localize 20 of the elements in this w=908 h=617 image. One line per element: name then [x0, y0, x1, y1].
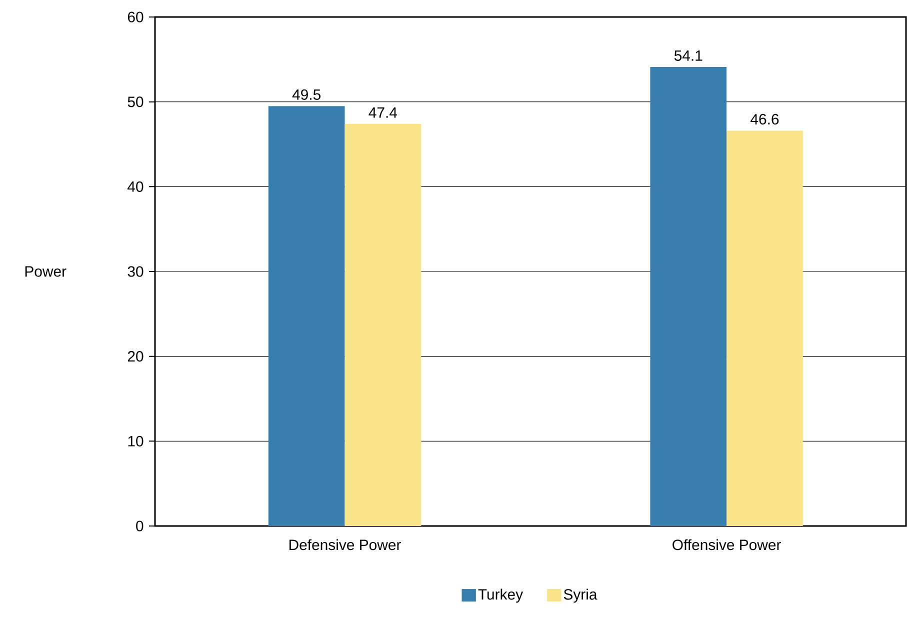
x-tick-label: Offensive Power [672, 539, 781, 550]
data-label: 54.1 [674, 50, 702, 61]
y-tick-label: 60 [128, 12, 144, 22]
data-label: 46.6 [750, 114, 779, 124]
y-tick-label: 50 [128, 96, 144, 108]
y-tick-label: 30 [128, 266, 144, 277]
y-tick-label: 10 [128, 436, 144, 446]
data-label: 49.5 [292, 89, 320, 100]
data-label: 47.4 [368, 107, 398, 118]
bar [650, 67, 727, 526]
bar [344, 124, 422, 526]
legend-label: Syria [564, 588, 598, 603]
bar [268, 106, 345, 526]
bar [726, 130, 803, 526]
y-tick-label: 40 [128, 181, 144, 192]
y-tick-label: 0 [136, 520, 144, 532]
legend-label: Turkey [478, 588, 524, 603]
y-tick-label: 20 [128, 351, 144, 362]
x-tick-label: Defensive Power [289, 539, 401, 550]
y-axis-title: Power [25, 266, 66, 277]
